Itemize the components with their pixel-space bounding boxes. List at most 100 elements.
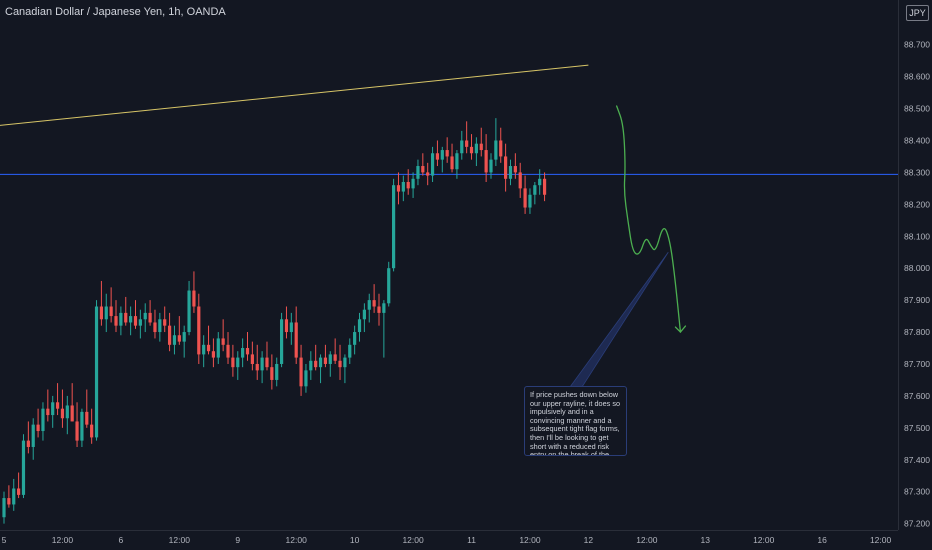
candle-body [221, 338, 225, 345]
y-tick-label: 88.100 [904, 231, 930, 241]
candle-body [367, 300, 371, 310]
candle [294, 306, 298, 364]
y-tick-label: 88.700 [904, 40, 930, 50]
candle-body [499, 140, 503, 157]
candle-body [12, 488, 16, 505]
candle-body [484, 150, 488, 173]
y-tick-label: 87.800 [904, 327, 930, 337]
candle [55, 383, 60, 416]
candle [333, 338, 337, 364]
candle-body [65, 405, 69, 419]
y-tick-label: 88.500 [904, 104, 930, 114]
candle [75, 402, 79, 447]
candle [148, 300, 152, 326]
candle [460, 130, 464, 160]
x-tick-label: 12:00 [402, 535, 424, 545]
chart-title: Canadian Dollar / Japanese Yen, 1h, OAND… [5, 6, 226, 18]
callout-pointer [569, 251, 669, 388]
candle [143, 303, 147, 333]
candle [60, 389, 65, 428]
candle [299, 344, 303, 396]
x-tick-label: 12:00 [870, 535, 892, 545]
candle [328, 351, 332, 377]
x-tick-label: 10 [350, 535, 360, 545]
candle [479, 127, 483, 157]
candle-body [245, 348, 250, 355]
candle [518, 162, 522, 198]
candle [421, 153, 425, 176]
candle-body [533, 185, 537, 195]
candle-body [289, 322, 293, 333]
candle [289, 312, 293, 345]
candle [504, 143, 508, 192]
candle-body [109, 306, 113, 317]
candle [455, 150, 459, 179]
candle-body [489, 159, 493, 173]
candle-body [41, 408, 45, 432]
candle-body [328, 354, 332, 364]
candle [489, 153, 493, 179]
candle-body [143, 312, 147, 320]
candle-body [455, 153, 459, 170]
candle-body [523, 188, 527, 208]
candle [533, 181, 537, 205]
y-tick-label: 87.500 [904, 423, 930, 433]
candle [245, 332, 250, 361]
candle [138, 309, 142, 339]
candle-body [450, 156, 454, 170]
candle [36, 408, 40, 438]
candle [440, 146, 444, 173]
candle [430, 146, 435, 182]
candle [318, 354, 323, 384]
candle [226, 332, 230, 364]
candle-body [538, 178, 542, 186]
candle [21, 434, 26, 499]
candle-body [333, 354, 337, 361]
candle [392, 178, 396, 272]
candle-body [70, 405, 74, 422]
candle-body [104, 306, 108, 320]
candle-body [270, 367, 274, 380]
currency-badge[interactable]: JPY [906, 5, 929, 21]
candle [177, 316, 181, 345]
candle-body [255, 363, 259, 371]
candle-body [206, 344, 211, 352]
candle [70, 383, 74, 422]
candle-body [85, 411, 89, 425]
candle-body [362, 309, 366, 320]
candle [153, 309, 157, 339]
candle-body [236, 357, 240, 368]
candle-body [216, 338, 220, 358]
candle [158, 312, 162, 342]
candle [343, 354, 347, 384]
candle [46, 389, 50, 422]
candle [348, 338, 352, 364]
candle-body [421, 166, 425, 173]
candle [51, 395, 55, 428]
candle-body [406, 181, 410, 189]
candle-body [17, 488, 21, 495]
candle-body [396, 185, 401, 192]
candle-body [114, 316, 118, 326]
candle [450, 143, 454, 173]
y-tick-label: 88.300 [904, 167, 930, 177]
candle [406, 169, 410, 195]
candle [538, 169, 542, 195]
candle [362, 303, 366, 333]
candle-body [226, 344, 230, 358]
callout-note: If price pushes down below our upper ray… [524, 386, 627, 456]
candle [85, 389, 89, 428]
candle-body [338, 360, 342, 368]
candle-body [55, 402, 60, 409]
candle-body [192, 290, 196, 307]
candle-body [440, 150, 444, 160]
candle-body [309, 360, 313, 371]
candle-body [304, 370, 308, 387]
candle [17, 472, 21, 499]
candle [484, 134, 488, 182]
candle-body [284, 319, 289, 333]
candle-body [426, 172, 430, 176]
candle-body [392, 185, 396, 269]
